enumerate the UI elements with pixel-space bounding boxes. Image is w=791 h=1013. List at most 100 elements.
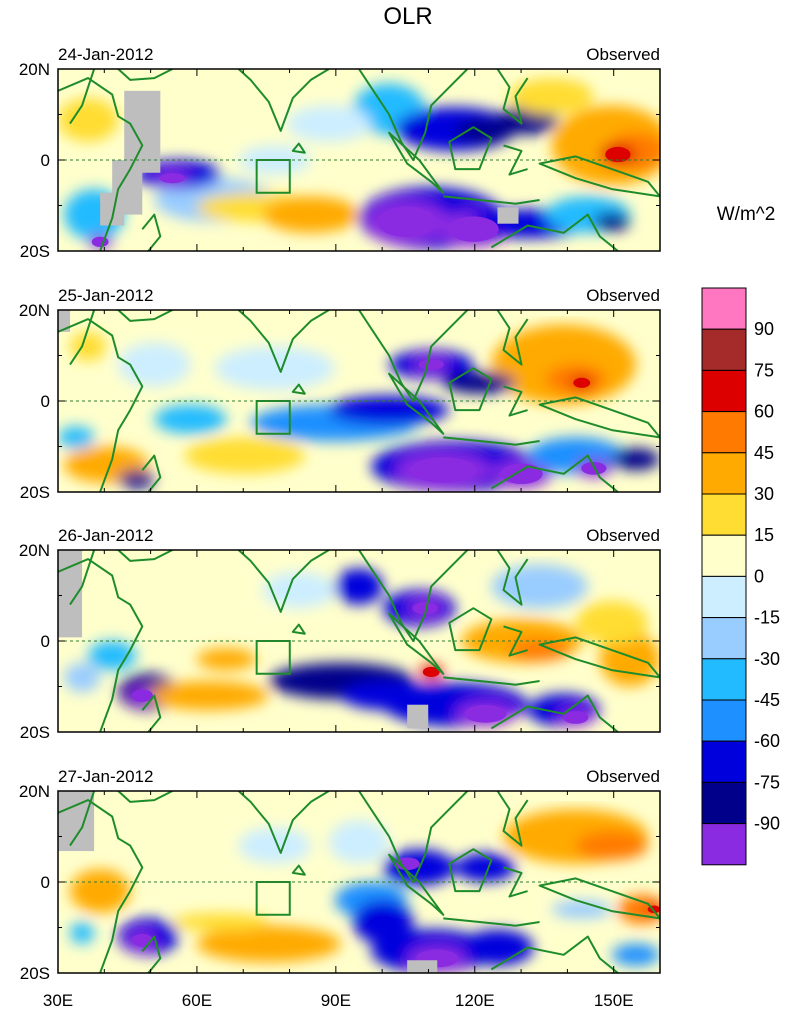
olr-anomaly-contour bbox=[551, 900, 612, 919]
coastline bbox=[448, 848, 493, 893]
colorbar-label: 90 bbox=[754, 319, 774, 339]
coastline bbox=[388, 853, 445, 916]
olr-anomaly-contour bbox=[70, 331, 107, 361]
coastline bbox=[141, 694, 162, 732]
olr-anomaly-core bbox=[412, 601, 438, 615]
colorbar-swatch bbox=[701, 823, 747, 866]
coastline bbox=[496, 550, 529, 606]
lon-tick-label: 60E bbox=[182, 991, 212, 1010]
colorbar-label: -90 bbox=[754, 814, 780, 834]
lat-tick-label: 0 bbox=[41, 392, 50, 411]
coastline bbox=[538, 636, 660, 679]
colorbar-swatch bbox=[701, 411, 747, 454]
colorbar-label: -75 bbox=[754, 772, 780, 792]
olr-anomaly-contour bbox=[196, 925, 341, 963]
coastline bbox=[388, 372, 445, 435]
olr-anomaly-core bbox=[131, 689, 153, 702]
colorbar-swatch bbox=[701, 658, 747, 701]
coastline bbox=[58, 318, 144, 492]
coastline bbox=[237, 69, 330, 132]
coastline bbox=[117, 791, 173, 803]
olr-anomaly-contour bbox=[593, 212, 630, 231]
olr-anomaly-contour bbox=[328, 395, 450, 425]
index-region-box bbox=[255, 640, 291, 675]
lat-tick-label: 20N bbox=[19, 301, 50, 320]
coastline bbox=[503, 385, 528, 417]
colorbar-label: 75 bbox=[754, 360, 774, 380]
olr-anomaly-core bbox=[394, 857, 420, 871]
coastline bbox=[496, 310, 529, 366]
index-region-box bbox=[255, 159, 291, 194]
colorbar-label: 0 bbox=[754, 566, 764, 586]
colorbar-swatch bbox=[701, 699, 747, 742]
index-region-box bbox=[255, 400, 291, 435]
coastline bbox=[490, 694, 619, 732]
olr-anomaly-contour bbox=[461, 929, 534, 966]
olr-anomaly-contour bbox=[575, 831, 648, 861]
coastline bbox=[291, 142, 306, 154]
olr-anomaly-contour bbox=[491, 564, 588, 609]
colorbar-swatch bbox=[701, 328, 747, 371]
olr-anomaly-core bbox=[573, 377, 591, 388]
coastline bbox=[443, 436, 540, 446]
map-panel: 20N 0 20S 27-Jan-2012 Observed bbox=[19, 767, 661, 983]
coastline bbox=[117, 69, 173, 81]
olr-anomaly-contour bbox=[214, 346, 335, 391]
olr-anomaly-core bbox=[563, 711, 589, 724]
colorbar-swatch bbox=[701, 452, 747, 495]
lat-tick-label: 20S bbox=[20, 723, 50, 742]
colorbar-swatch bbox=[701, 369, 747, 413]
coastline bbox=[490, 935, 619, 973]
colorbar-swatch bbox=[701, 617, 747, 660]
coastline bbox=[69, 310, 96, 366]
coastline bbox=[448, 367, 493, 412]
olr-anomaly-contour bbox=[611, 943, 660, 966]
lon-tick-label: 120E bbox=[455, 991, 495, 1010]
coastline bbox=[291, 864, 306, 876]
olr-anomaly-contour bbox=[70, 922, 95, 944]
colorbar-swatch bbox=[701, 287, 747, 330]
coastline bbox=[58, 799, 144, 973]
lat-tick-label: 0 bbox=[41, 632, 50, 651]
coastline bbox=[69, 69, 96, 125]
coastline bbox=[538, 877, 660, 920]
olr-anomaly-contour bbox=[64, 662, 101, 692]
missing-data-patch bbox=[407, 704, 429, 729]
olr-anomaly-core bbox=[377, 206, 437, 238]
olr-anomaly-core bbox=[418, 359, 444, 370]
olr-anomaly-contour bbox=[334, 568, 384, 605]
colorbar-label: 15 bbox=[754, 525, 774, 545]
coastline bbox=[117, 550, 173, 562]
map-panel: 20N 0 20S 26-Jan-2012 Observed bbox=[19, 526, 661, 742]
olr-anomaly-core bbox=[500, 463, 543, 484]
colorbar-label: -15 bbox=[754, 608, 780, 628]
coastline bbox=[448, 126, 493, 171]
coastline bbox=[237, 550, 330, 613]
olr-anomaly-core bbox=[464, 704, 507, 723]
olr-anomaly-contour bbox=[575, 600, 648, 645]
colorbar-swatch bbox=[701, 534, 747, 577]
lon-tick-label: 90E bbox=[321, 991, 351, 1010]
coastline bbox=[443, 195, 540, 205]
coastline bbox=[503, 625, 528, 657]
olr-anomaly-contour bbox=[328, 820, 390, 864]
olr-anomaly-contour bbox=[262, 571, 335, 609]
panel-label: Observed bbox=[586, 45, 660, 64]
colorbar-label: 45 bbox=[754, 443, 774, 463]
coastline bbox=[117, 310, 173, 322]
lon-tick-label: 30E bbox=[43, 991, 73, 1010]
lat-tick-label: 0 bbox=[41, 151, 50, 170]
colorbar-swatch bbox=[701, 781, 747, 825]
coastline bbox=[538, 396, 660, 439]
coastline bbox=[141, 213, 162, 251]
missing-data-patch bbox=[497, 207, 519, 224]
olr-anomaly-contour bbox=[599, 631, 660, 687]
coastline bbox=[291, 623, 306, 635]
coastline bbox=[490, 454, 619, 492]
coastline bbox=[141, 935, 162, 973]
coastline bbox=[58, 558, 144, 732]
olr-anomaly-contour bbox=[491, 324, 636, 405]
coastline bbox=[69, 791, 96, 847]
map-panel: 20N 0 20S 24-Jan-2012 Observed bbox=[19, 45, 661, 261]
olr-anomaly-contour bbox=[154, 404, 227, 434]
